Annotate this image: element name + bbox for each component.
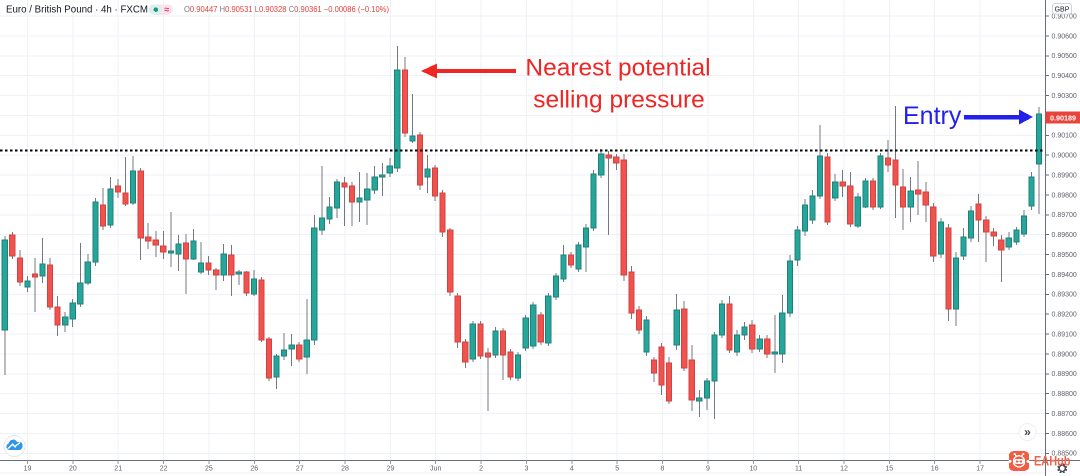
svg-text:0.90600: 0.90600	[1052, 33, 1077, 40]
svg-text:12: 12	[840, 466, 848, 473]
svg-text:0.88900: 0.88900	[1052, 371, 1077, 378]
svg-text:0.89000: 0.89000	[1052, 351, 1077, 358]
svg-text:≈: ≈	[164, 4, 169, 14]
svg-text:»: »	[1024, 425, 1031, 439]
svg-text:Nearest potential: Nearest potential	[525, 55, 710, 82]
svg-text:8: 8	[661, 466, 665, 473]
svg-text:0.88500: 0.88500	[1052, 451, 1077, 458]
svg-text:22: 22	[160, 466, 168, 473]
svg-text:0.90500: 0.90500	[1052, 53, 1077, 60]
svg-text:0.89300: 0.89300	[1052, 292, 1077, 299]
svg-text:0.89600: 0.89600	[1052, 232, 1077, 239]
svg-text:19: 19	[24, 466, 32, 473]
svg-text:O0.90447 H0.90531 L0.90328 C0.: O0.90447 H0.90531 L0.90328 C0.90361 −0.0…	[184, 5, 389, 14]
svg-text:Euro / British Pound · 4h · FX: Euro / British Pound · 4h · FXCM	[6, 4, 148, 15]
svg-text:21: 21	[114, 466, 122, 473]
svg-text:4: 4	[570, 466, 574, 473]
svg-text:0.88600: 0.88600	[1052, 431, 1077, 438]
svg-text:27: 27	[296, 466, 304, 473]
svg-text:29: 29	[387, 466, 395, 473]
svg-text:0.90300: 0.90300	[1052, 93, 1077, 100]
svg-text:26: 26	[250, 466, 258, 473]
svg-text:0.89900: 0.89900	[1052, 172, 1077, 179]
svg-text:0.90100: 0.90100	[1052, 133, 1077, 140]
svg-text:0.89200: 0.89200	[1052, 312, 1077, 319]
svg-text:Jun: Jun	[430, 466, 441, 473]
svg-text:5: 5	[615, 466, 619, 473]
svg-text:3: 3	[525, 466, 529, 473]
svg-text:selling pressure: selling pressure	[533, 87, 705, 114]
svg-text:15: 15	[885, 466, 893, 473]
svg-text:GBP: GBP	[1055, 7, 1070, 14]
svg-text:0.90189: 0.90189	[1050, 113, 1076, 122]
svg-text:0.90000: 0.90000	[1052, 153, 1077, 160]
svg-text:0.89400: 0.89400	[1052, 272, 1077, 279]
svg-text:17: 17	[976, 466, 984, 473]
svg-text:0.88800: 0.88800	[1052, 391, 1077, 398]
svg-text:0.89500: 0.89500	[1052, 252, 1077, 259]
svg-text:0.89700: 0.89700	[1052, 212, 1077, 219]
svg-text:0.88700: 0.88700	[1052, 411, 1077, 418]
svg-text:0.90400: 0.90400	[1052, 73, 1077, 80]
svg-text:Entry: Entry	[903, 102, 962, 130]
svg-text:9: 9	[706, 466, 710, 473]
svg-text:0.89100: 0.89100	[1052, 331, 1077, 338]
svg-text:16: 16	[931, 466, 939, 473]
svg-text:25: 25	[205, 466, 213, 473]
svg-text:10: 10	[749, 466, 757, 473]
svg-text:0.89800: 0.89800	[1052, 192, 1077, 199]
svg-text:28: 28	[341, 466, 349, 473]
svg-text:0.90700: 0.90700	[1052, 13, 1077, 20]
svg-text:20: 20	[69, 466, 77, 473]
svg-text:EAHub: EAHub	[1034, 453, 1071, 469]
svg-text:2: 2	[479, 466, 483, 473]
svg-text:11: 11	[795, 466, 802, 473]
